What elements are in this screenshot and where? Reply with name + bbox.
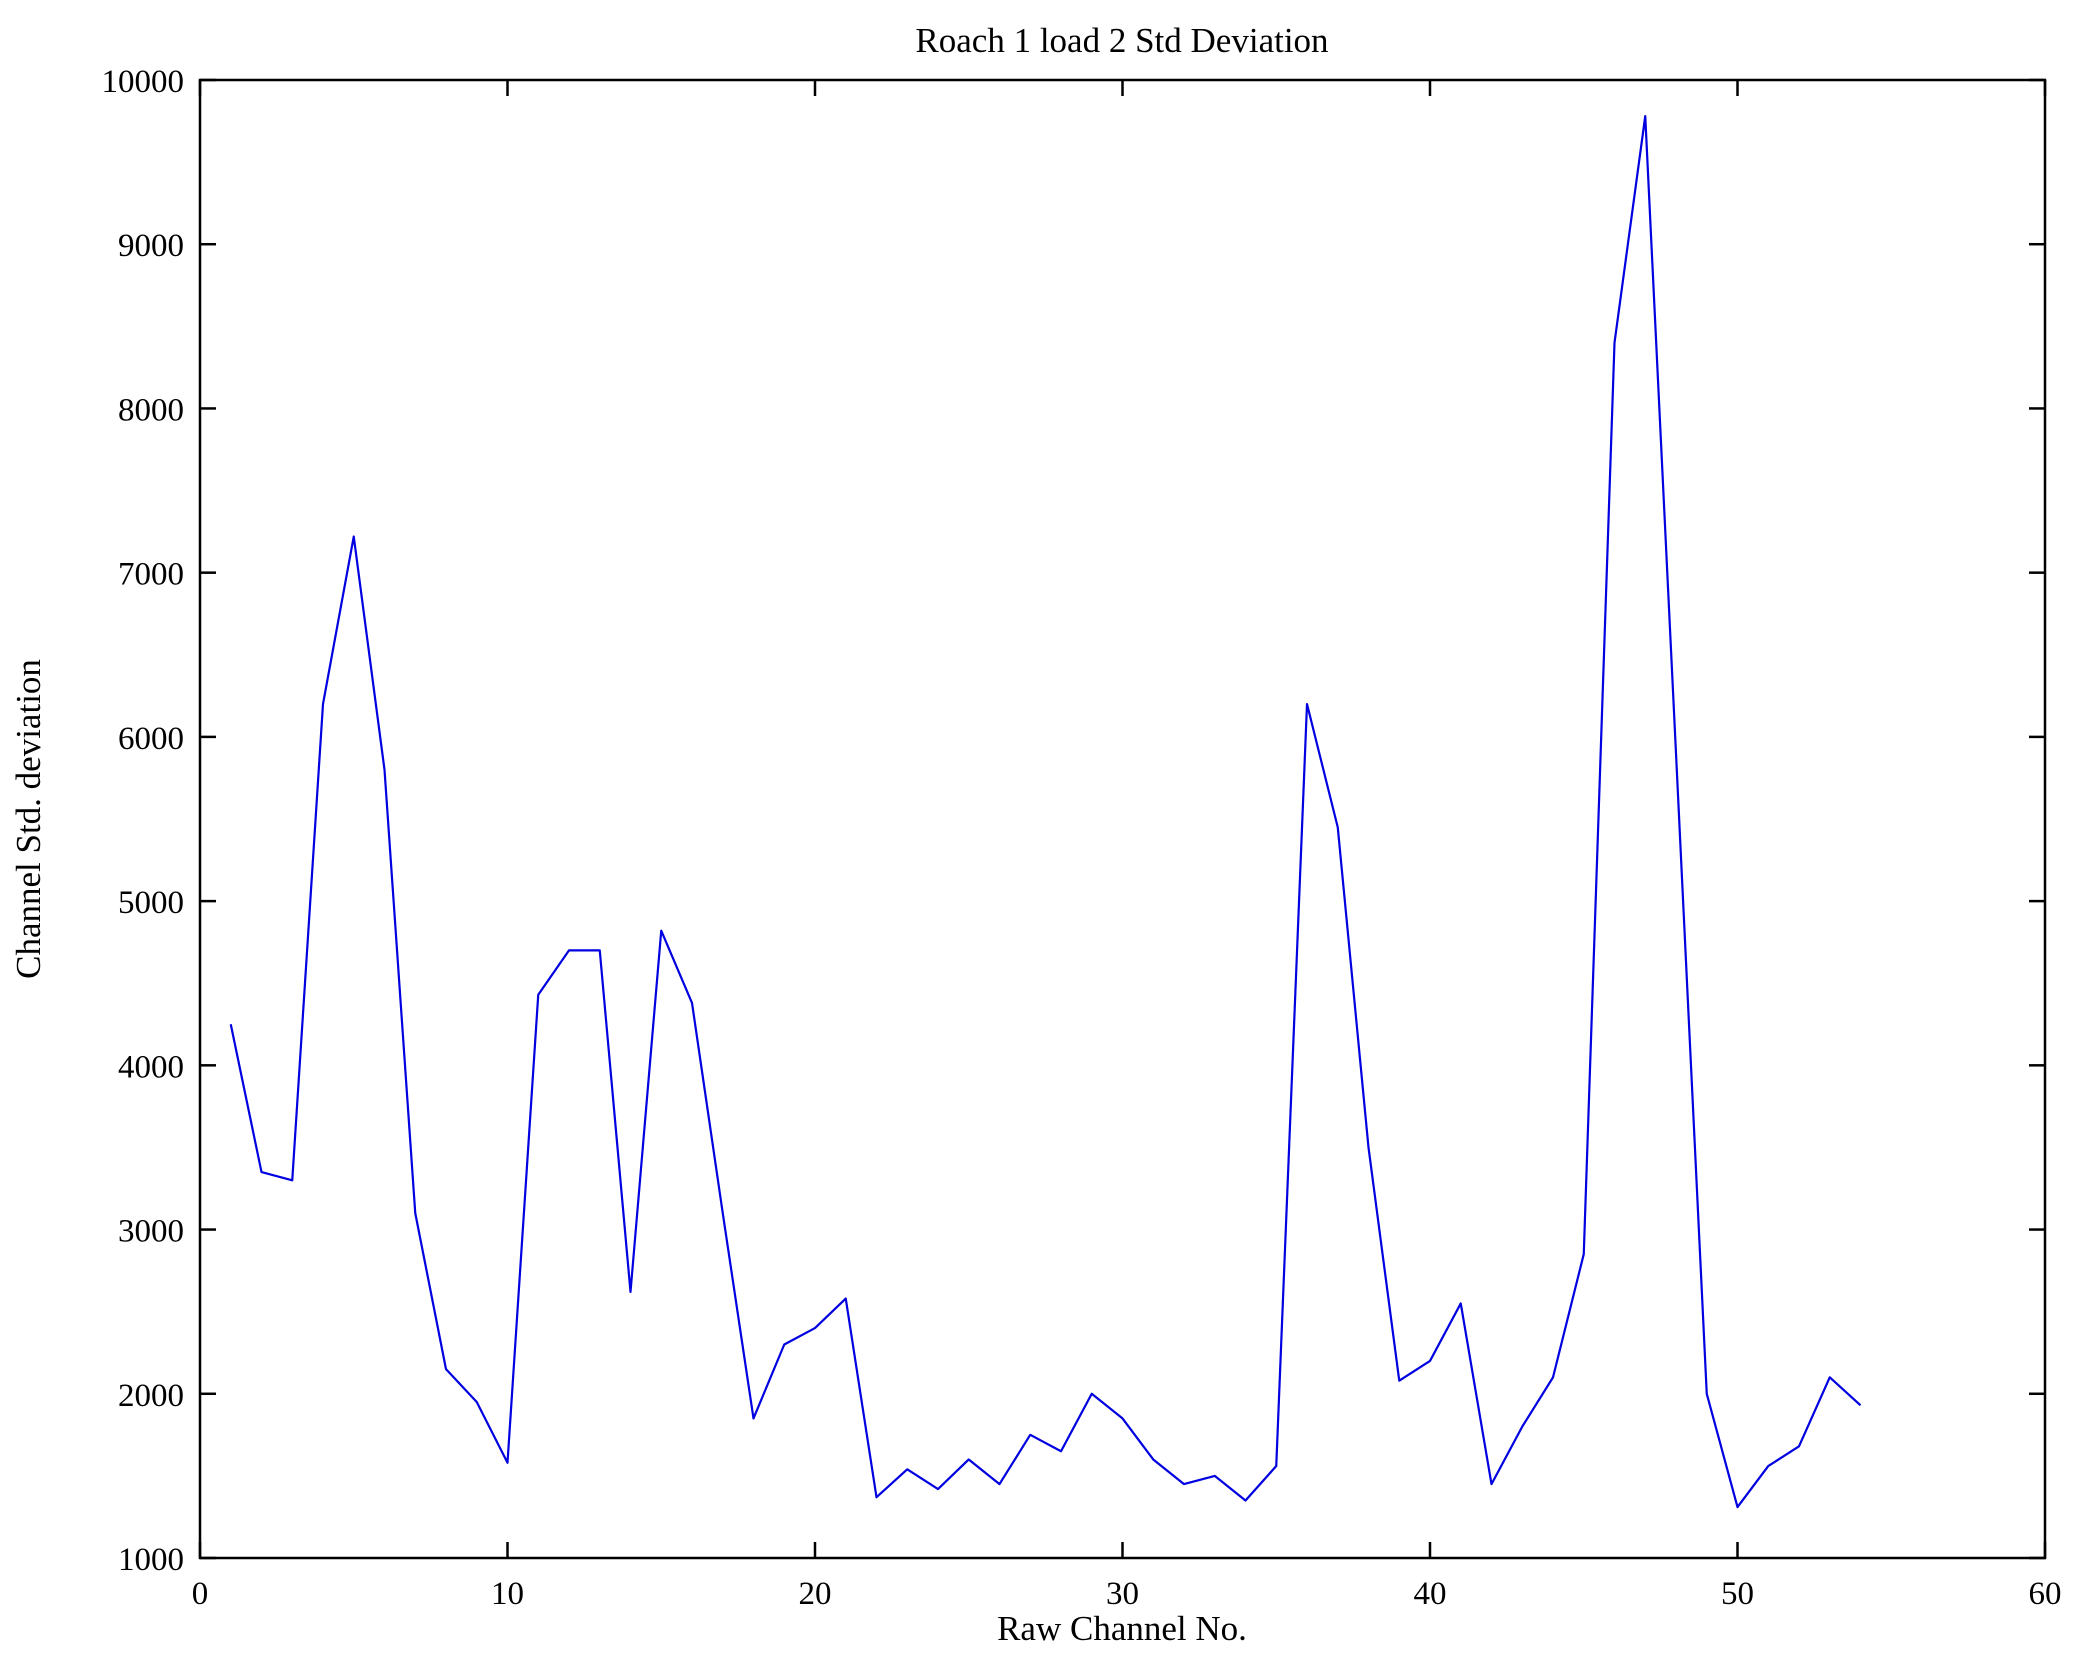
data-line (229, 115, 1862, 1509)
y-tick-label: 7000 (118, 557, 184, 593)
x-axis-label: Raw Channel No. (997, 1609, 1247, 1648)
y-tick-label: 9000 (118, 228, 184, 264)
x-tick-label: 40 (1414, 1576, 1447, 1612)
y-tick-label: 1000 (118, 1542, 184, 1578)
x-tick-label: 20 (799, 1576, 832, 1612)
x-tick-label: 30 (1106, 1576, 1139, 1612)
x-tick-label: 60 (2029, 1576, 2062, 1612)
y-axis-label: Channel Std. deviation (9, 659, 48, 979)
chart-title: Roach 1 load 2 Std Deviation (915, 21, 1328, 60)
x-tick-label: 50 (1721, 1576, 1754, 1612)
y-tick-label: 2000 (118, 1378, 184, 1414)
y-tick-label: 6000 (118, 721, 184, 757)
x-tick-label: 0 (192, 1576, 209, 1612)
y-tick-label: 8000 (118, 392, 184, 428)
x-tick-label: 10 (491, 1576, 524, 1612)
y-tick-label: 10000 (102, 64, 185, 100)
y-tick-label: 3000 (118, 1214, 184, 1250)
axes-box (198, 78, 2047, 1560)
render-layer: 0 10 20 30 40 50 60 1000 2000 3000 4000 5000 6000 700… (102, 64, 2062, 1612)
y-tick-label: 5000 (118, 885, 184, 921)
y-tick-label: 4000 (118, 1049, 184, 1085)
